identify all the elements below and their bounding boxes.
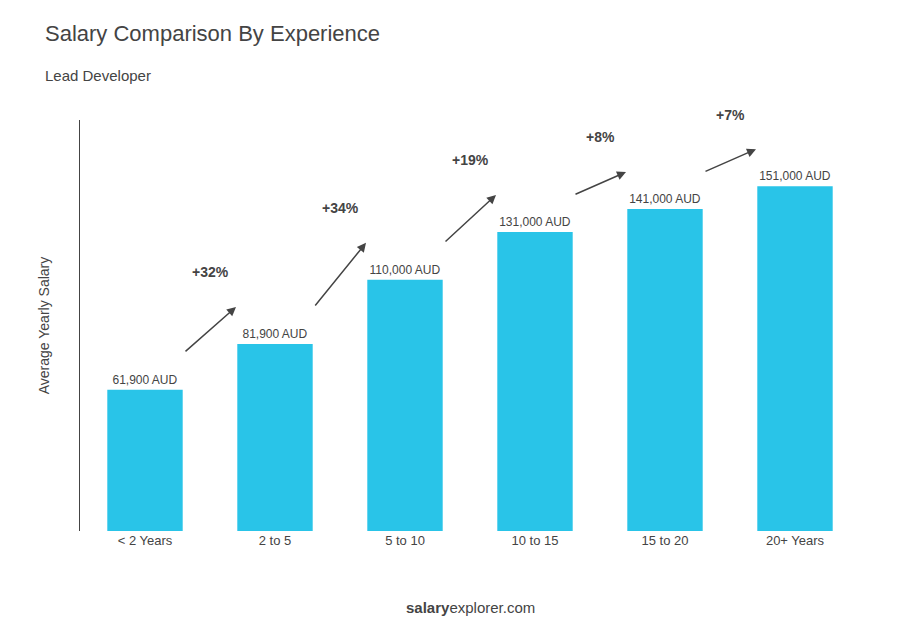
svg-text:131,000 AUD: 131,000 AUD [499, 215, 571, 229]
svg-text:+7%: +7% [716, 107, 745, 123]
svg-text:Salary Comparison By Experienc: Salary Comparison By Experience [45, 21, 380, 46]
svg-text:Average Yearly Salary: Average Yearly Salary [36, 257, 52, 395]
svg-text:20+ Years: 20+ Years [766, 533, 825, 548]
svg-text:151,000 AUD: 151,000 AUD [759, 169, 831, 183]
svg-text:Lead Developer: Lead Developer [45, 67, 151, 84]
svg-text:61,900 AUD: 61,900 AUD [112, 373, 177, 387]
svg-text:salaryexplorer.com: salaryexplorer.com [406, 599, 535, 616]
svg-text:+34%: +34% [322, 200, 359, 216]
svg-text:+32%: +32% [192, 264, 229, 280]
svg-text:+19%: +19% [452, 152, 489, 168]
svg-text:81,900 AUD: 81,900 AUD [242, 327, 307, 341]
svg-text:5 to 10: 5 to 10 [385, 533, 425, 548]
svg-text:+8%: +8% [586, 129, 615, 145]
svg-text:< 2 Years: < 2 Years [118, 533, 173, 548]
svg-text:2 to 5: 2 to 5 [259, 533, 292, 548]
svg-text:10 to 15: 10 to 15 [512, 533, 559, 548]
svg-text:15 to 20: 15 to 20 [642, 533, 689, 548]
svg-text:141,000 AUD: 141,000 AUD [629, 192, 701, 206]
svg-text:110,000 AUD: 110,000 AUD [370, 263, 441, 277]
